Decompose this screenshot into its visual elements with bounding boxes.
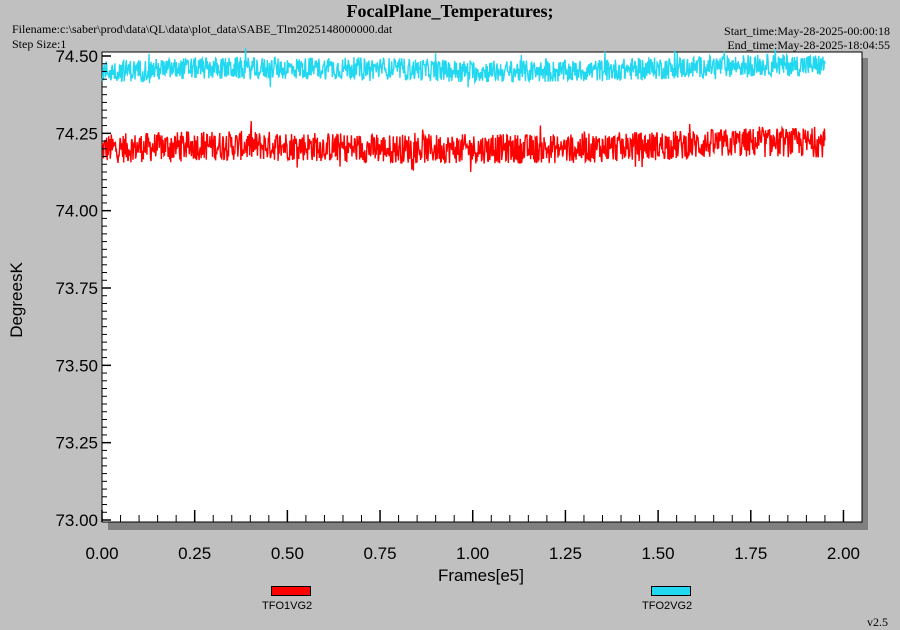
legend-label-tfo1vg2: TFO1VG2 (262, 600, 313, 612)
version-label: v2.5 (867, 615, 888, 629)
plot-area (101, 51, 863, 523)
step-size-label: Step Size:1 (12, 37, 67, 51)
y-tick-label: 74.50 (55, 47, 98, 66)
y-tick-label: 73.25 (55, 434, 98, 453)
filename-label: Filename:c:\saber\prod\data\QL\data\plot… (12, 22, 393, 36)
x-tick-label: 0.50 (271, 544, 304, 563)
chart-title: FocalPlane_Temperatures; (346, 1, 554, 21)
axes-layer: 73.00 73.25 73.50 73.75 74.00 74.25 74.50 0.00 0… (55, 47, 860, 563)
legend-swatch-tfo2vg2 (651, 586, 691, 596)
y-axis-label: DegreesK (7, 262, 26, 338)
y-tick-label: 73.75 (55, 279, 98, 298)
start-time-label: Start_time:May-28-2025-00:00:18 (724, 24, 890, 38)
y-tick-label: 74.25 (55, 124, 98, 143)
x-tick-label: 0.25 (178, 544, 211, 563)
end-time-label: End_time:May-28-2025-18:04:55 (727, 38, 890, 52)
x-axis-label: Frames[e5] (438, 566, 524, 585)
x-tick-label: 0.75 (364, 544, 397, 563)
y-tick-label: 73.50 (55, 356, 98, 375)
series-layer (101, 47, 826, 172)
y-tick-label: 73.00 (55, 511, 98, 530)
x-tick-label: 0.00 (85, 544, 118, 563)
x-tick-label: 1.25 (549, 544, 582, 563)
y-tick-label: 74.00 (55, 202, 98, 221)
series-line-tfo1vg2 (101, 121, 826, 172)
legend-label-tfo2vg2: TFO2VG2 (642, 600, 693, 612)
x-tick-label: 1.00 (456, 544, 489, 563)
x-tick-label: 1.75 (734, 544, 767, 563)
x-tick-label: 2.00 (827, 544, 860, 563)
x-tick-label: 1.50 (642, 544, 675, 563)
series-line-tfo2vg2 (101, 47, 826, 88)
legend-swatch-tfo1vg2 (271, 586, 311, 596)
